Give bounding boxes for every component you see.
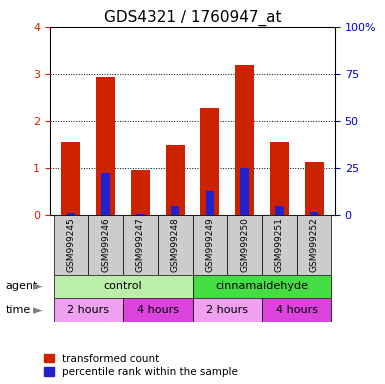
Bar [240, 168, 249, 215]
Bar [67, 213, 75, 215]
Text: ►: ► [33, 280, 43, 293]
Text: GSM999249: GSM999249 [205, 217, 214, 272]
Bar [235, 65, 254, 215]
Text: 4 hours: 4 hours [137, 305, 179, 315]
Text: GSM999247: GSM999247 [136, 217, 145, 272]
Text: 2 hours: 2 hours [206, 305, 248, 315]
Text: 2 hours: 2 hours [67, 305, 109, 315]
Bar [54, 215, 88, 275]
Bar [192, 215, 227, 275]
Text: time: time [6, 305, 31, 315]
Bar [54, 298, 123, 322]
Bar [192, 275, 331, 298]
Bar [275, 206, 284, 215]
Text: GSM999245: GSM999245 [66, 217, 75, 272]
Bar [131, 170, 150, 215]
Bar [227, 215, 262, 275]
Text: cinnamaldehyde: cinnamaldehyde [216, 281, 308, 291]
Text: GSM999252: GSM999252 [310, 217, 319, 272]
Text: GSM999246: GSM999246 [101, 217, 110, 272]
Bar [166, 146, 185, 215]
Text: control: control [104, 281, 142, 291]
Bar [270, 142, 289, 215]
Bar [61, 142, 80, 215]
Bar [54, 275, 192, 298]
Bar [305, 162, 324, 215]
Bar [262, 215, 297, 275]
Bar [101, 173, 110, 215]
Bar [123, 215, 158, 275]
Bar [158, 215, 192, 275]
Legend: transformed count, percentile rank within the sample: transformed count, percentile rank withi… [44, 354, 238, 377]
Text: ►: ► [33, 304, 43, 317]
Bar [297, 215, 331, 275]
Bar [262, 298, 331, 322]
Text: agent: agent [6, 281, 38, 291]
Text: GDS4321 / 1760947_at: GDS4321 / 1760947_at [104, 10, 281, 26]
Text: GSM999248: GSM999248 [171, 217, 180, 272]
Bar [96, 77, 115, 215]
Text: GSM999250: GSM999250 [240, 217, 249, 272]
Text: GSM999251: GSM999251 [275, 217, 284, 272]
Bar [123, 298, 192, 322]
Bar [192, 298, 262, 322]
Bar [136, 214, 145, 215]
Bar [310, 212, 318, 215]
Text: 4 hours: 4 hours [276, 305, 318, 315]
Bar [171, 206, 179, 215]
Bar [206, 190, 214, 215]
Bar [200, 108, 219, 215]
Bar [88, 215, 123, 275]
